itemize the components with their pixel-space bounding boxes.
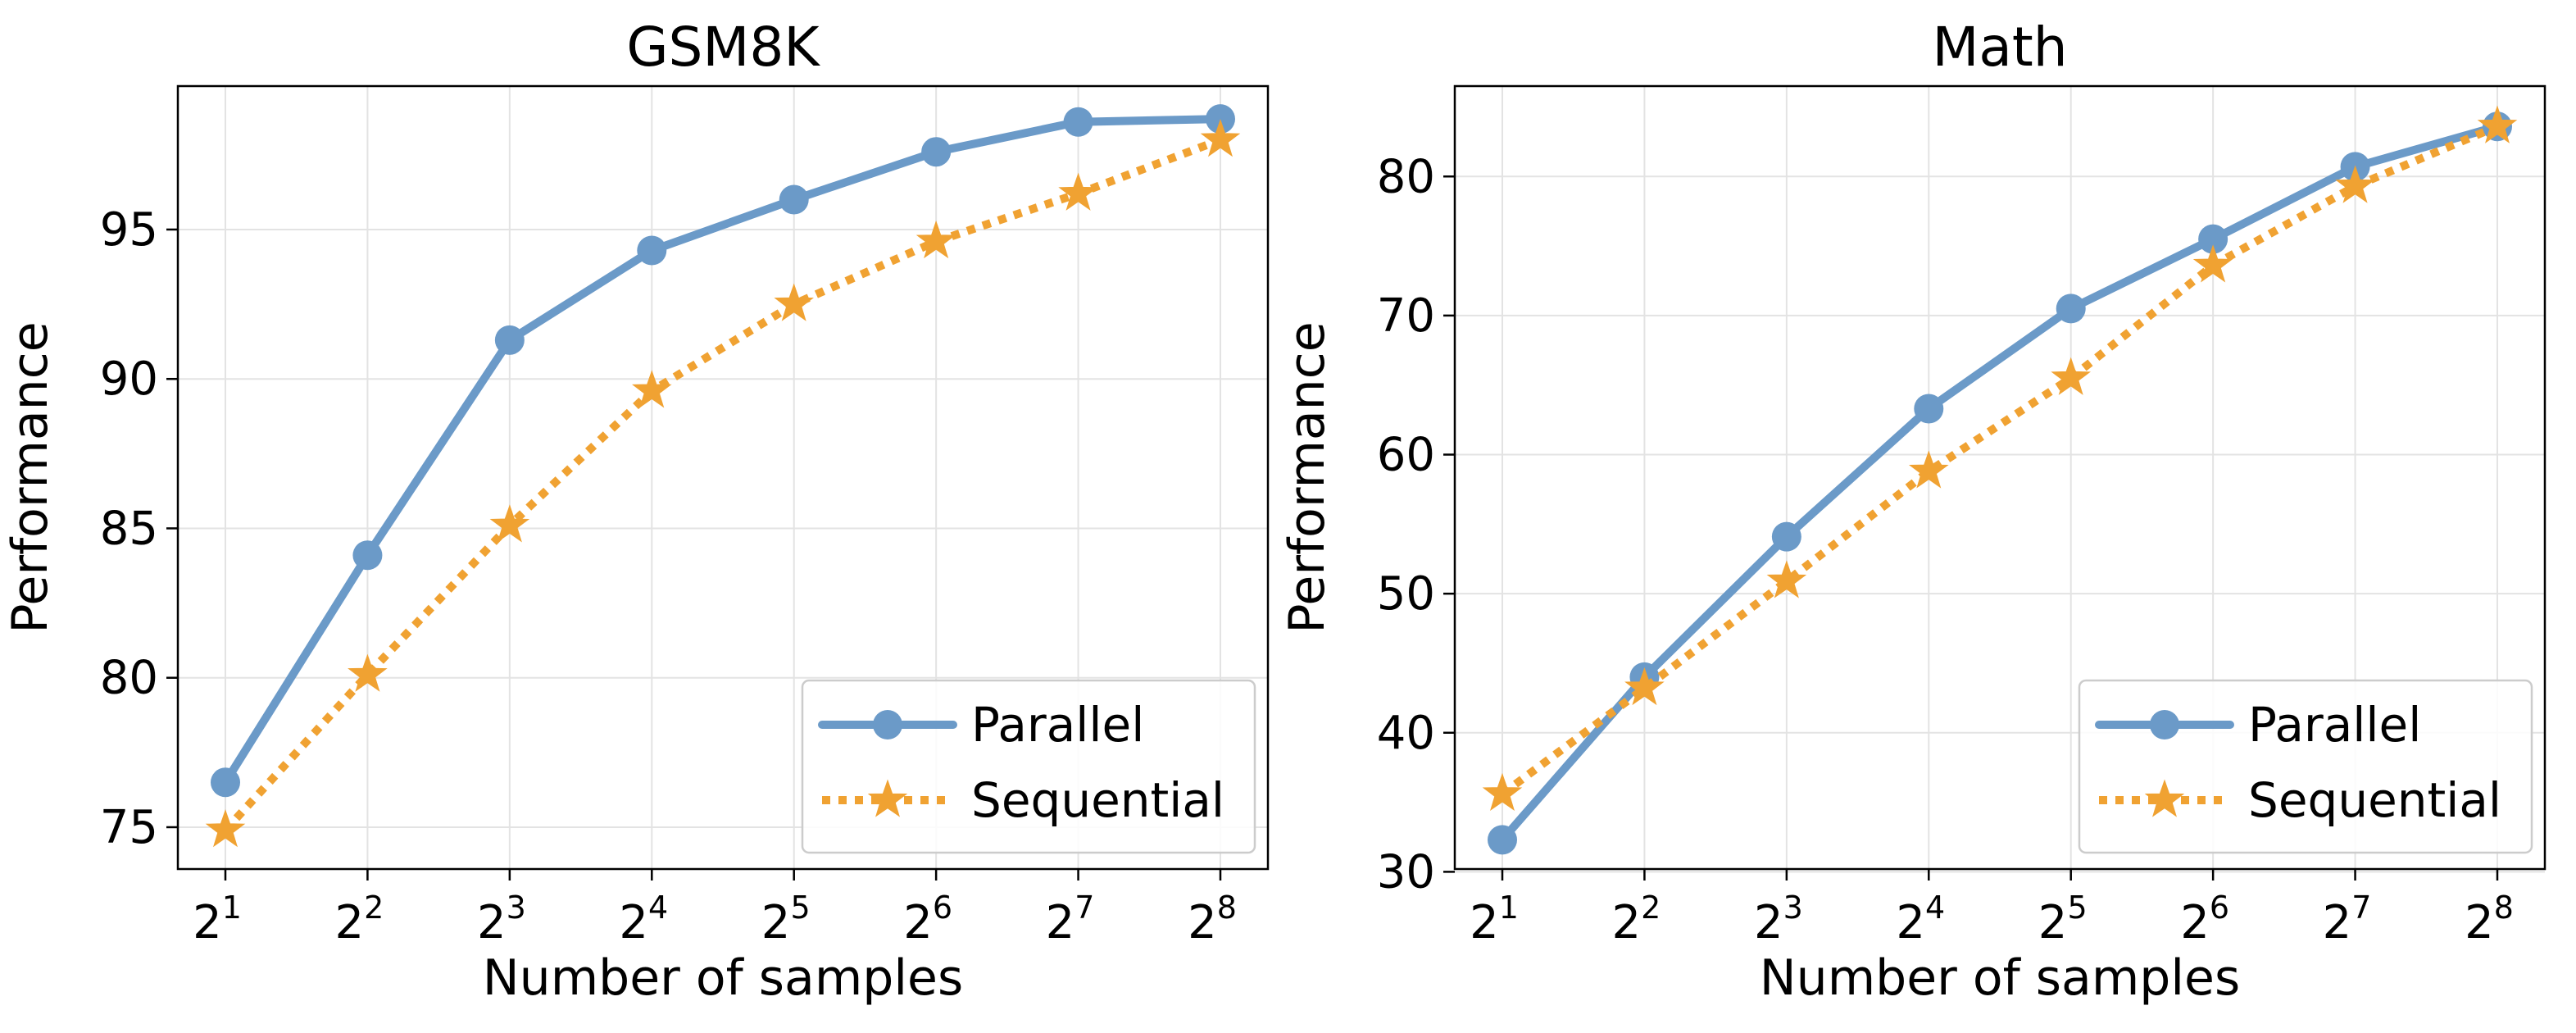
series-parallel — [211, 104, 1235, 798]
x-tick-label: 24 — [619, 890, 668, 949]
y-axis-label: Performance — [1279, 321, 1336, 633]
sequential-point — [1908, 450, 1949, 489]
parallel-point — [1914, 394, 1944, 424]
y-tick-label: 95 — [100, 203, 158, 257]
x-tick-label: 21 — [1470, 890, 1519, 949]
sequential-point — [2477, 105, 2518, 143]
x-tick-label: 27 — [1046, 890, 1095, 949]
y-axis-label: Performance — [2, 321, 59, 633]
legend-label-sequential: Sequential — [2248, 772, 2501, 828]
parallel-point — [494, 325, 525, 355]
legend-marker-sequential — [867, 779, 908, 817]
parallel-point — [2056, 294, 2086, 324]
sequential-point — [774, 283, 814, 321]
y-tick-label: 40 — [1377, 707, 1435, 760]
x-tick-label: 28 — [1188, 890, 1237, 949]
series-sequential — [205, 119, 1241, 848]
parallel-point — [921, 137, 952, 167]
x-tick-label: 24 — [1896, 890, 1945, 949]
parallel-point — [1771, 521, 1801, 552]
x-tick-label: 25 — [2038, 890, 2088, 949]
sequential-point — [632, 370, 672, 408]
chart-title: Math — [1932, 16, 2067, 79]
legend-marker-parallel — [2150, 710, 2179, 739]
math-chart: 21 22 23 24 25 26 27 28 30 40 50 60 70 80 Math Number o… — [1279, 16, 2546, 1007]
sequential-point — [1058, 172, 1098, 211]
series-sequential — [1482, 105, 2518, 812]
plot-frame — [176, 84, 1270, 871]
parallel-point — [779, 184, 809, 215]
sequential-point — [2192, 244, 2233, 283]
grid — [178, 86, 1268, 869]
x-axis-label: Number of samples — [483, 949, 963, 1007]
parallel-line — [221, 115, 1224, 787]
x-tick-label: 22 — [1612, 890, 1661, 949]
parallel-point — [211, 767, 240, 798]
chart-title: GSM8K — [626, 16, 820, 79]
sequential-point — [1482, 772, 1523, 812]
y-tick-label: 75 — [100, 801, 158, 854]
x-tick-label: 27 — [2323, 890, 2372, 949]
parallel-line — [1498, 122, 2501, 844]
legend-marker-sequential — [2144, 779, 2185, 817]
sequential-point — [1766, 560, 1807, 598]
x-axis-label: Number of samples — [1760, 949, 2240, 1007]
y-tick-label: 50 — [1377, 567, 1435, 621]
x-tick-label: 26 — [903, 890, 952, 949]
parallel-point — [637, 235, 667, 266]
x-tick-label: 23 — [477, 890, 526, 949]
legend: Parallel Sequential — [801, 679, 1256, 854]
x-tick-label: 22 — [335, 890, 384, 949]
sequential-point — [2335, 165, 2375, 203]
x-tick-label: 23 — [1754, 890, 1803, 949]
y-tick-label: 30 — [1377, 845, 1435, 899]
y-tick-label: 90 — [100, 353, 158, 406]
y-tick-label: 85 — [100, 502, 158, 555]
sequential-point — [915, 220, 956, 259]
parallel-point — [1063, 107, 1093, 137]
sequential-point — [1624, 667, 1665, 706]
plot-frame — [1453, 84, 2546, 871]
parallel-point — [2198, 224, 2228, 254]
y-tick-label: 60 — [1377, 429, 1435, 482]
x-tick-label: 28 — [2465, 890, 2514, 949]
x-tick-label: 26 — [2180, 890, 2229, 949]
sequential-point — [489, 504, 530, 543]
parallel-point — [1488, 825, 1517, 855]
x-tick-label: 21 — [193, 890, 242, 949]
parallel-point — [352, 540, 383, 571]
legend: Parallel Sequential — [2078, 679, 2533, 854]
legend-label-sequential: Sequential — [971, 772, 1224, 828]
sequential-point — [348, 653, 388, 692]
legend-label-parallel: Parallel — [971, 697, 1144, 753]
legend-marker-parallel — [873, 710, 902, 739]
gsm8k-chart: 21 22 23 24 25 26 27 28 75 80 85 90 95 GSM8K Number of… — [2, 16, 1270, 1007]
sequential-point — [1200, 119, 1241, 157]
x-tick-label: 25 — [761, 890, 811, 949]
sequential-point — [2051, 357, 2091, 395]
sequential-line — [222, 135, 1222, 833]
sequential-point — [205, 809, 246, 848]
legend-label-parallel: Parallel — [2248, 697, 2421, 753]
y-tick-label: 70 — [1377, 289, 1435, 343]
y-tick-label: 80 — [100, 652, 158, 705]
sequential-line — [1500, 122, 2499, 798]
y-tick-label: 80 — [1377, 150, 1435, 203]
